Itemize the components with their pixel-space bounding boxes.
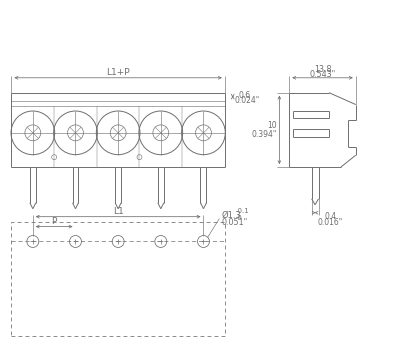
Text: 0.016": 0.016" bbox=[318, 218, 343, 227]
Text: L1+P: L1+P bbox=[106, 68, 130, 77]
Text: 0.543": 0.543" bbox=[310, 70, 336, 79]
Text: 0.024": 0.024" bbox=[234, 96, 259, 105]
Text: P: P bbox=[52, 217, 57, 226]
Text: 13.8: 13.8 bbox=[314, 65, 331, 74]
Text: L1: L1 bbox=[113, 207, 124, 216]
Text: Ø1.3: Ø1.3 bbox=[221, 211, 241, 220]
Text: -0.1
 0: -0.1 0 bbox=[235, 208, 249, 221]
Text: 0.051": 0.051" bbox=[221, 218, 248, 227]
Text: 10: 10 bbox=[267, 121, 276, 130]
Text: 0.394": 0.394" bbox=[251, 130, 276, 139]
Text: 0.4: 0.4 bbox=[324, 212, 337, 221]
Bar bbox=[12, 222, 225, 336]
Text: 0.6: 0.6 bbox=[238, 91, 251, 100]
